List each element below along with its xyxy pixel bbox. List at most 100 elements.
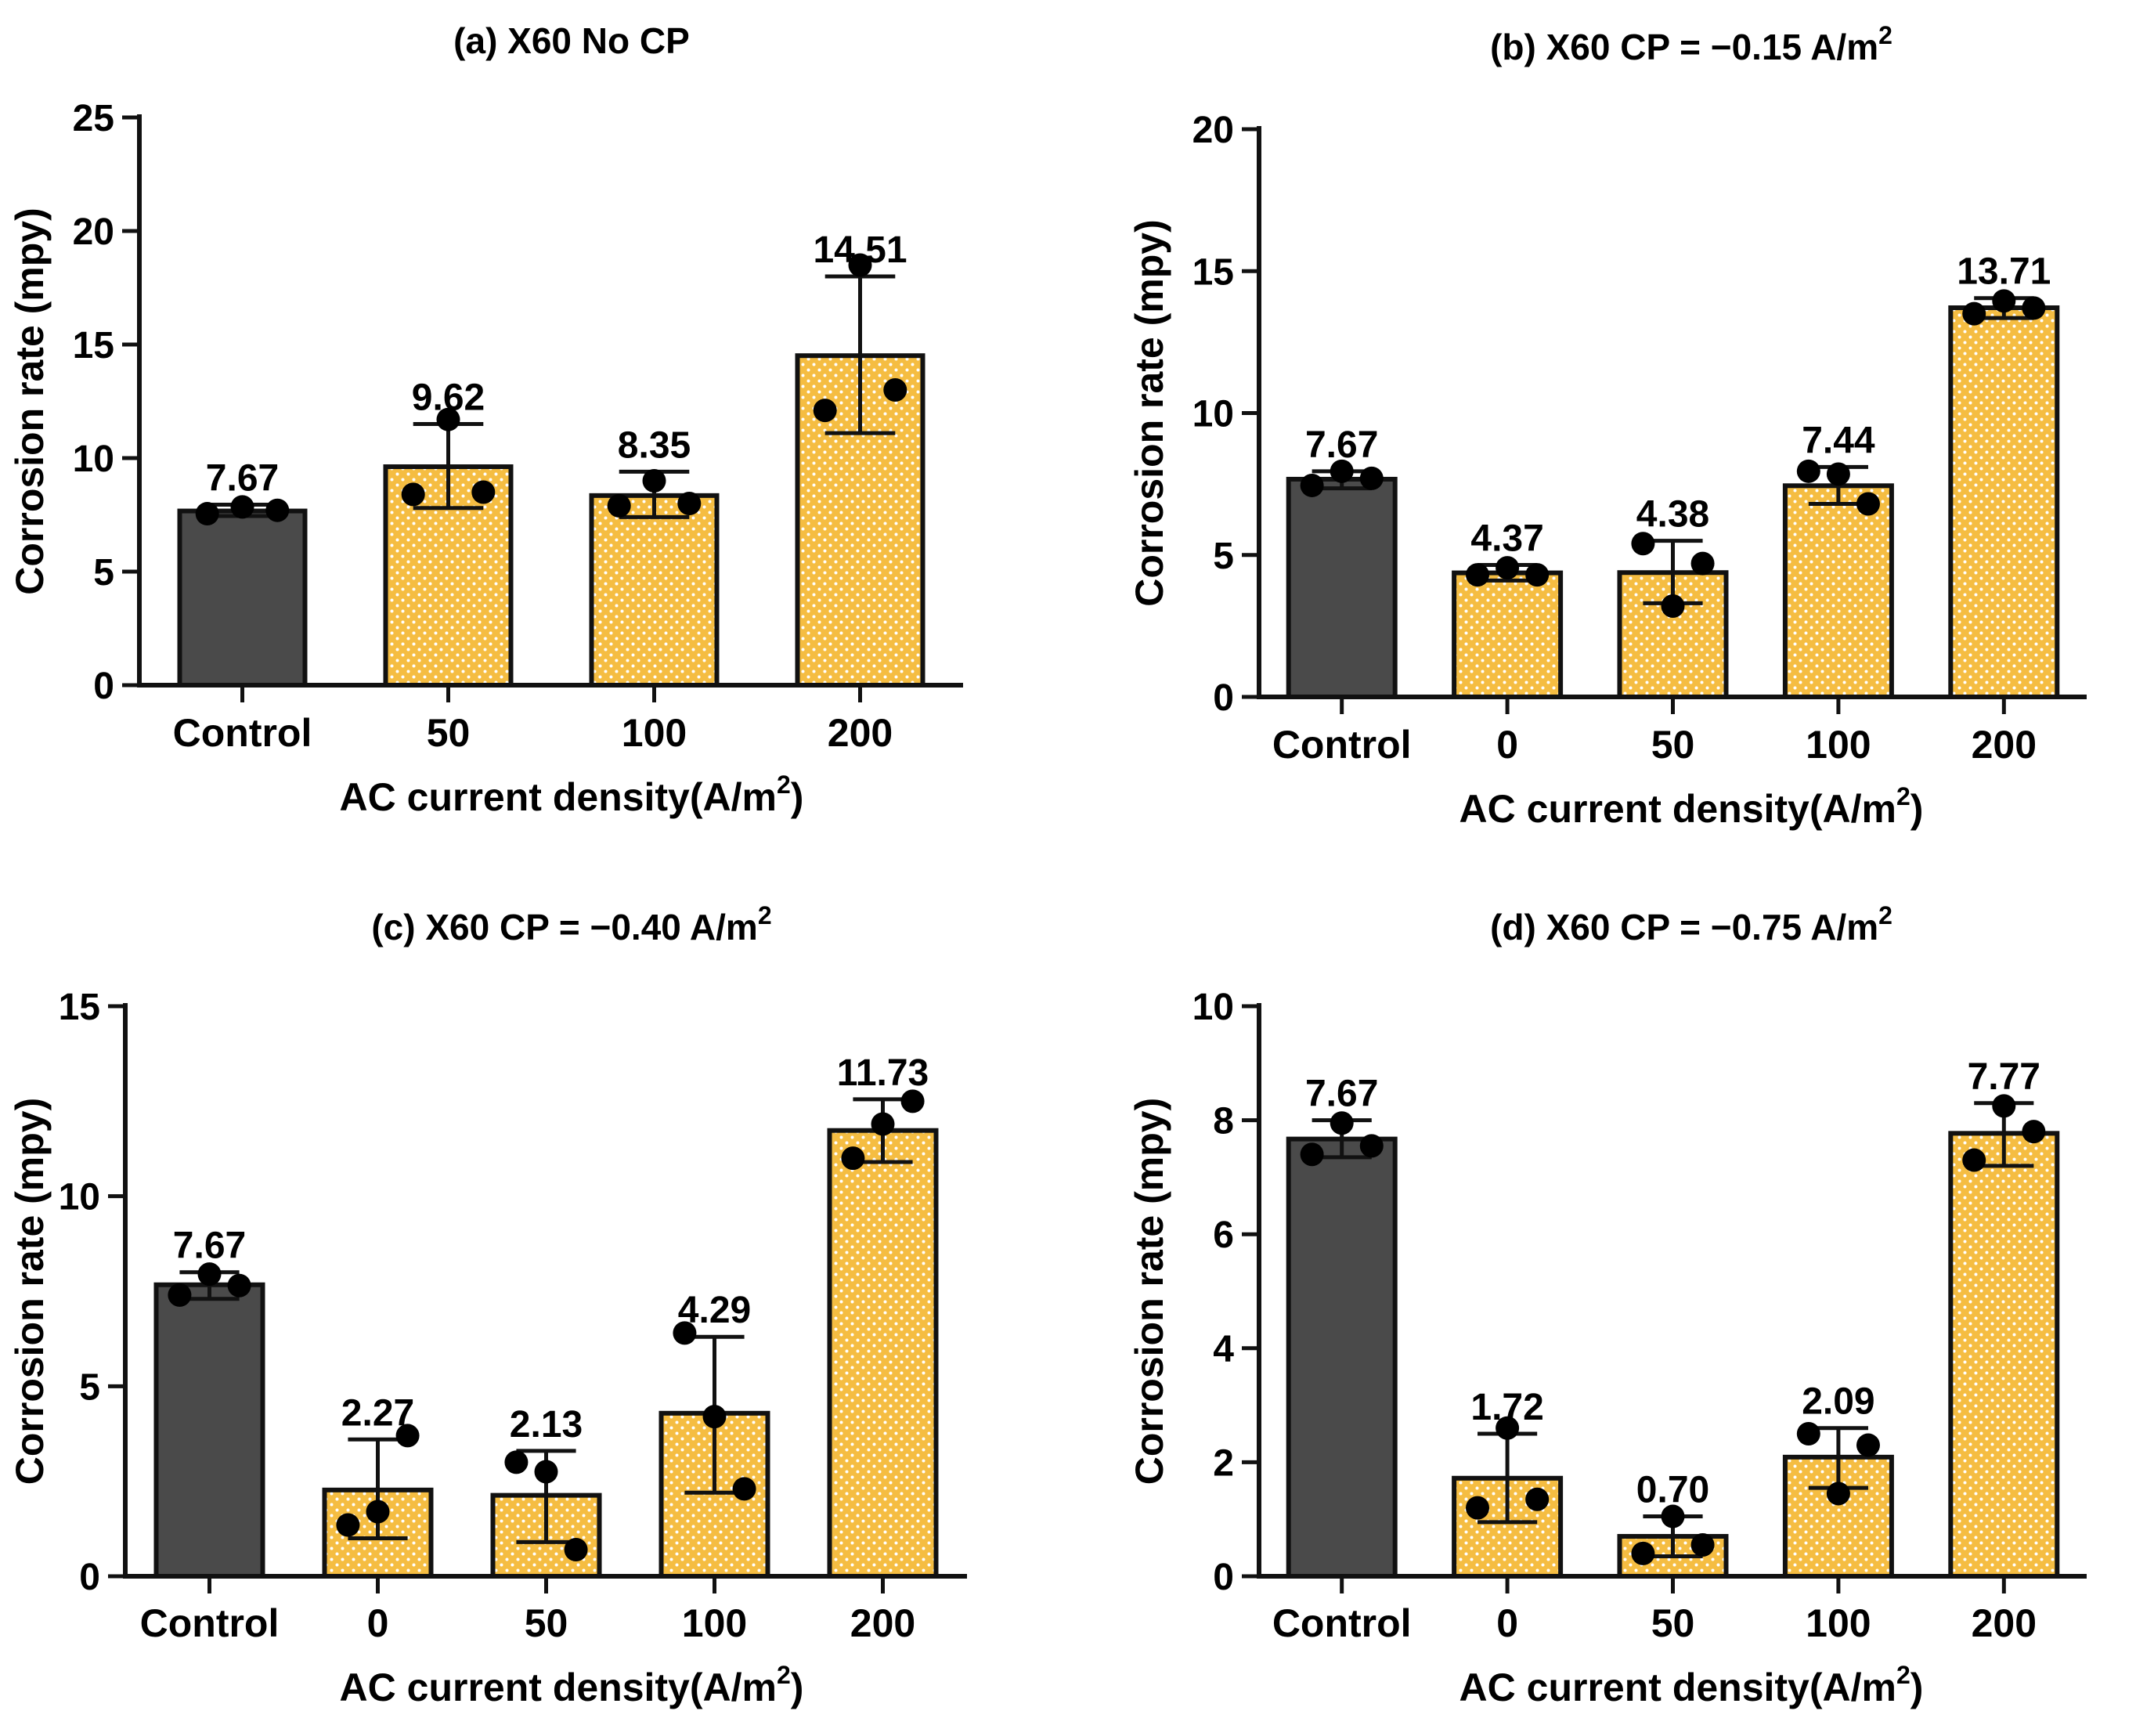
value-label: 4.37 xyxy=(1470,518,1543,559)
data-point xyxy=(813,399,837,423)
y-tick-label: 6 xyxy=(1213,1214,1234,1256)
chart-title: (c) X60 CP = −0.40 A/m2 xyxy=(371,901,771,947)
chart-panel-d: (d) X60 CP = −0.75 A/m27.671.720.702.097… xyxy=(1128,901,2087,1709)
data-point xyxy=(1826,462,1850,486)
data-point xyxy=(848,253,872,277)
y-tick-label: 5 xyxy=(1213,536,1234,577)
bar-control xyxy=(153,1282,265,1579)
data-point xyxy=(1690,1532,1715,1557)
x-axis-title-main: AC current density(A/m xyxy=(1459,1666,1896,1709)
y-tick-label: 10 xyxy=(73,439,114,480)
data-point xyxy=(1661,594,1685,618)
x-tick-label: 100 xyxy=(1806,1601,1871,1645)
value-label: 7.67 xyxy=(1305,424,1378,466)
data-point xyxy=(168,1283,192,1307)
value-label: 13.71 xyxy=(1957,251,2051,293)
y-tick-label: 0 xyxy=(1213,1557,1234,1598)
data-point xyxy=(534,1460,558,1484)
data-point xyxy=(841,1146,865,1171)
chart-panel-c: (c) X60 CP = −0.40 A/m27.672.27 2.134.291… xyxy=(8,901,967,1709)
data-point xyxy=(1330,459,1354,483)
y-tick-label: 25 xyxy=(73,98,114,139)
y-axis-title: Corrosion rate (mpy) xyxy=(1128,219,1171,607)
value-label: 2.09 xyxy=(1802,1381,1874,1423)
x-tick-label: 50 xyxy=(1651,723,1695,767)
data-point xyxy=(900,1089,925,1113)
bar-100 xyxy=(1782,483,1894,699)
data-point xyxy=(732,1477,756,1501)
chart-panel-a: (a) X60 No CP7.679.628.3514.510510152025… xyxy=(8,20,963,819)
data-point xyxy=(1690,551,1715,576)
data-point xyxy=(1300,1142,1324,1167)
y-axis-title: Corrosion rate (mpy) xyxy=(8,1098,52,1485)
data-point xyxy=(1631,532,1655,556)
x-axis-title-sup: 2 xyxy=(777,1661,791,1689)
x-tick-label: Control xyxy=(1272,1601,1412,1645)
value-label: 0.70 xyxy=(1636,1470,1709,1511)
x-axis-title-main: AC current density(A/m xyxy=(340,775,777,819)
y-tick-label: 5 xyxy=(93,552,114,594)
data-point xyxy=(673,1321,697,1345)
data-point xyxy=(504,1450,529,1474)
x-axis-title-main: AC current density(A/m xyxy=(340,1666,777,1709)
x-tick-label: 50 xyxy=(525,1601,568,1645)
x-tick-label: 200 xyxy=(1972,723,2037,767)
value-label: 1.72 xyxy=(1470,1387,1543,1428)
data-point xyxy=(230,495,254,519)
data-point xyxy=(1359,1134,1384,1158)
data-point xyxy=(1992,1094,2016,1118)
data-point xyxy=(401,482,425,507)
value-label: 4.29 xyxy=(678,1290,751,1331)
value-label: 9.62 xyxy=(412,377,485,419)
data-point xyxy=(471,480,496,504)
chart-title: (a) X60 No CP xyxy=(453,20,690,61)
y-tick-label: 15 xyxy=(1192,251,1234,293)
bar-200 xyxy=(1948,305,2060,699)
data-point xyxy=(1856,492,1880,516)
chart-title-sup: 2 xyxy=(758,901,772,929)
data-point xyxy=(883,378,907,402)
data-point xyxy=(1962,1148,1986,1172)
y-tick-label: 8 xyxy=(1213,1101,1234,1142)
y-tick-label: 10 xyxy=(59,1177,100,1218)
value-label: 2.27 xyxy=(341,1392,414,1434)
bar-200 xyxy=(827,1128,939,1579)
data-point xyxy=(366,1500,390,1524)
x-axis-title-end: ) xyxy=(791,1666,804,1709)
y-axis-title: Corrosion rate (mpy) xyxy=(1128,1098,1171,1485)
data-point xyxy=(1962,301,1986,326)
y-tick-label: 20 xyxy=(73,211,114,253)
data-point xyxy=(2022,1120,2046,1144)
y-tick-label: 0 xyxy=(93,666,114,707)
chart-panel-b: (b) X60 CP = −0.15 A/m27.674.374.387.441… xyxy=(1128,21,2087,831)
data-point xyxy=(1826,1482,1850,1506)
data-point xyxy=(677,492,702,515)
x-axis-title-sup: 2 xyxy=(777,771,791,799)
chart-title-sup: 2 xyxy=(1878,21,1892,49)
x-tick-label: 100 xyxy=(682,1601,747,1645)
data-point xyxy=(195,502,219,526)
chart-title-main: (a) X60 No CP xyxy=(453,20,690,61)
x-axis-title-end: ) xyxy=(791,775,804,819)
data-point xyxy=(607,493,631,518)
data-point xyxy=(436,407,460,431)
data-point xyxy=(227,1273,251,1297)
value-label: 7.67 xyxy=(206,457,279,499)
bar-100 xyxy=(589,493,720,688)
x-tick-label: Control xyxy=(1272,723,1412,767)
y-tick-label: 2 xyxy=(1213,1442,1234,1484)
x-axis-title-sup: 2 xyxy=(1896,1661,1910,1689)
value-label: 8.35 xyxy=(618,424,691,466)
chart-title-main: (d) X60 CP = −0.75 A/m xyxy=(1490,907,1878,947)
x-axis-title-sup: 2 xyxy=(1896,782,1910,810)
x-axis-title: AC current density(A/m2) xyxy=(340,1661,804,1709)
y-tick-label: 10 xyxy=(1192,394,1234,435)
data-point xyxy=(1631,1541,1655,1565)
value-label: 11.73 xyxy=(837,1052,929,1094)
value-label: 7.67 xyxy=(173,1225,246,1267)
data-point xyxy=(1496,556,1520,580)
x-tick-label: 100 xyxy=(1806,723,1871,767)
value-label: 4.38 xyxy=(1636,494,1709,536)
x-tick-label: 50 xyxy=(427,711,471,755)
